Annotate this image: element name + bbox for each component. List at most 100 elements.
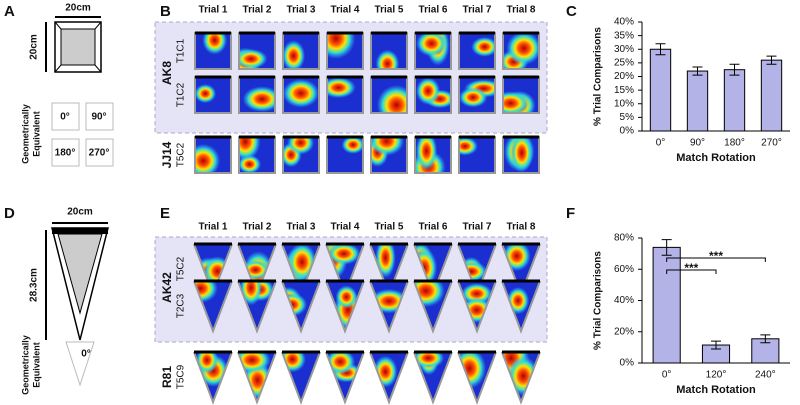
x-tick-label: 90°: [690, 138, 705, 149]
cell-label: T5C9: [176, 364, 187, 389]
trial-label: Trial 2: [243, 222, 272, 233]
bar: [723, 69, 746, 132]
heatmap-spot: [195, 84, 217, 104]
heatmap: [283, 137, 319, 173]
heatmap: [327, 33, 363, 69]
equivalent-label: Equivalent: [31, 111, 41, 157]
height-label: 20cm: [29, 34, 40, 60]
y-tick-label: 15%: [614, 85, 634, 96]
trial-label: Trial 1: [199, 222, 228, 233]
arena-edge: [325, 351, 365, 405]
trial-label: Trial 8: [507, 222, 536, 233]
y-tick-label: 20%: [614, 71, 634, 82]
rotation-label: 90°: [91, 112, 106, 123]
animal-label: AK8: [160, 61, 174, 85]
heatmap-spot: [459, 137, 478, 156]
x-axis-label: Match Rotation: [676, 384, 756, 396]
heatmap: [415, 77, 451, 113]
heatmap: [371, 77, 407, 113]
panel-label: C: [566, 3, 577, 20]
heatmap-spot: [327, 33, 356, 60]
arena-edge: [369, 280, 409, 334]
panel-label: D: [4, 205, 15, 222]
heatmap: [415, 137, 451, 173]
animal-label: R81: [160, 366, 174, 388]
trial-label: Trial 1: [199, 5, 228, 16]
arena-edge: [501, 280, 541, 334]
heatmap: [239, 77, 275, 113]
trial-label: Trial 5: [375, 5, 404, 16]
rotation-label: 270°: [89, 148, 110, 159]
y-tick-label: 20%: [614, 326, 634, 337]
x-tick-label: 120°: [706, 370, 727, 381]
heatmap-spot: [239, 48, 268, 69]
x-tick-label: 0°: [662, 370, 672, 381]
arena-edge: [237, 351, 277, 405]
error-bar: [692, 66, 703, 76]
heatmap-spot: [459, 87, 488, 108]
y-tick-label: 80%: [614, 233, 634, 244]
heatmap-spot: [327, 244, 361, 265]
significance-bracket: [666, 269, 717, 274]
significance-label: ***: [684, 261, 698, 275]
arena-edge: [457, 280, 497, 334]
arena-edge: [413, 351, 453, 405]
heatmap-spot: [283, 78, 319, 108]
heatmap: [414, 352, 452, 402]
panel-label: A: [4, 3, 15, 20]
panel-label: B: [160, 3, 171, 20]
trial-label: Trial 4: [331, 5, 360, 16]
heatmap: [283, 33, 319, 69]
panel-label: F: [566, 205, 575, 222]
heatmap-spot: [376, 84, 407, 113]
cell-label: T1C2: [176, 82, 187, 107]
y-tick-label: 10%: [614, 98, 634, 109]
y-tick-label: 40%: [614, 295, 634, 306]
heatmap: [371, 137, 407, 173]
heatmap: [459, 77, 495, 113]
arena-edge: [237, 280, 277, 334]
heatmap: [503, 33, 539, 69]
y-tick-label: 60%: [614, 264, 634, 275]
trial-label: Trial 3: [287, 222, 316, 233]
heatmap-spot: [239, 137, 261, 161]
heatmap: [282, 352, 320, 402]
heatmap-spot: [375, 244, 396, 279]
animal-label: JJ14: [160, 141, 174, 168]
heatmap: [195, 77, 231, 113]
equivalent-squares: [51, 102, 114, 167]
heatmap: [283, 77, 319, 113]
x-axis-label: Match Rotation: [676, 152, 756, 164]
heatmap: [371, 33, 407, 69]
error-bar: [766, 55, 777, 65]
y-tick-label: 35%: [614, 30, 634, 41]
arena-edge: [281, 351, 321, 405]
heatmap-spot: [283, 40, 306, 69]
square-arena: [45, 16, 102, 73]
heatmap-spot: [416, 33, 447, 57]
x-tick-label: 270°: [761, 138, 782, 149]
bar: [686, 70, 709, 132]
bar: [652, 246, 681, 364]
heatmap-spot: [503, 91, 530, 113]
heatmap: [327, 77, 363, 113]
trial-label: Trial 7: [463, 222, 492, 233]
heatmap: [238, 281, 276, 331]
heatmap-spot: [415, 77, 441, 105]
axes: [641, 238, 790, 364]
error-bar: [711, 340, 721, 350]
trial-label: Trial 6: [419, 5, 448, 16]
arena-edge: [193, 280, 233, 334]
arena-edge: [369, 351, 409, 405]
triangle-arena: [45, 222, 109, 387]
heatmap-spot: [195, 143, 221, 173]
trial-label: Trial 6: [419, 222, 448, 233]
y-tick-label: 30%: [614, 44, 634, 55]
significance-bracket: [666, 257, 766, 262]
axes: [641, 22, 790, 132]
arena-edge: [281, 280, 321, 334]
cell-label: T1C1: [176, 38, 187, 63]
heatmap: [327, 137, 363, 173]
rotation-label: 0°: [81, 349, 91, 360]
